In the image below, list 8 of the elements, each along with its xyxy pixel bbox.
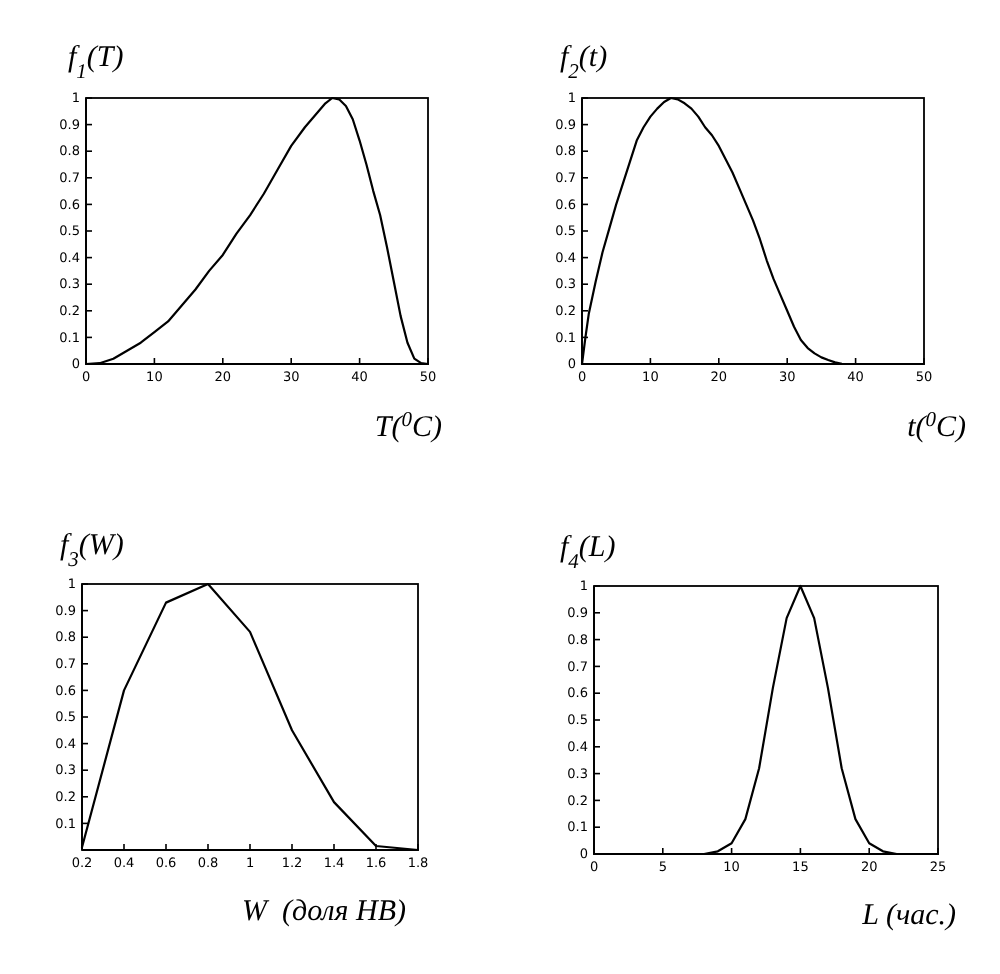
- y-axis-title: f$_{2}$(t): [560, 42, 608, 83]
- y-axis-title: f$_{1}$(T): [68, 42, 124, 83]
- y-axis-title: f$_{4}$(L): [560, 532, 616, 573]
- x-axis-title: T($^{0}$C): [374, 409, 443, 444]
- x-axis-title: t($^{0}$C): [907, 409, 967, 444]
- x-axis-title: L (час.): [860, 900, 957, 932]
- y-axis-title: f$_{3}$(W): [60, 530, 124, 571]
- x-axis-title: W (доля НВ): [242, 896, 406, 928]
